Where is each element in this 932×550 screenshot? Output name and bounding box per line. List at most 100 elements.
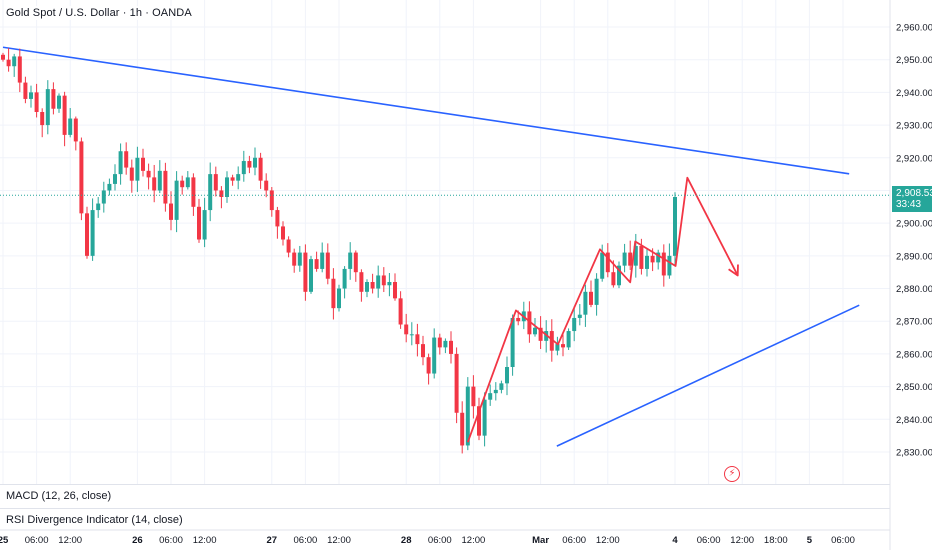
candle-down <box>62 95 67 135</box>
x-tick-label: Mar <box>532 535 549 546</box>
candle-up <box>157 170 162 191</box>
candle-down <box>415 334 420 345</box>
candle-up <box>583 291 588 315</box>
candle-down <box>163 170 168 204</box>
candle-down <box>264 180 269 191</box>
x-tick-label: 26 <box>132 535 143 546</box>
candle-up <box>337 288 341 309</box>
x-tick-label: 12:00 <box>327 535 351 546</box>
candle-up <box>488 393 493 400</box>
candle-up <box>667 255 672 276</box>
candle-up <box>505 367 509 384</box>
candle-down <box>370 282 375 289</box>
candle-down <box>17 56 22 83</box>
candle-up <box>174 180 179 220</box>
candle-down <box>129 167 134 181</box>
candle-down <box>561 344 565 348</box>
current-price-value: 2,908.535 <box>896 188 932 199</box>
candle-up <box>387 282 392 286</box>
candle-down <box>6 59 11 67</box>
candle-down <box>152 177 157 191</box>
candle-up <box>493 389 498 394</box>
candle-down <box>191 177 196 207</box>
price-axis[interactable]: 2,960.000 2,950.000 2,940.000 2,930.000 2,92… <box>889 0 932 550</box>
candle-down <box>404 324 409 335</box>
candle-down <box>275 210 280 227</box>
y-tick-label: 2,880.000 <box>896 284 932 295</box>
time-axis[interactable]: 25 06:00 12:00 26 06:00 12:00 27 06:00 12:00 28 06… <box>0 529 890 546</box>
candle-down <box>34 92 39 112</box>
candle-down <box>650 255 655 263</box>
x-tick-label: 12:00 <box>193 535 217 546</box>
candle-up <box>645 255 649 269</box>
candle-up <box>241 161 246 175</box>
current-price-badge: 2,908.535 33:43 <box>892 186 932 212</box>
candle-down <box>281 226 285 240</box>
candle-up <box>57 95 61 109</box>
y-tick-label: 2,840.000 <box>896 415 932 426</box>
candle-up <box>107 183 112 191</box>
x-tick-label: 5 <box>807 535 813 546</box>
candle-up <box>566 331 571 348</box>
candle-up <box>342 268 347 289</box>
lightning-icon[interactable]: ⚡ <box>724 466 740 482</box>
candle-down <box>124 151 129 168</box>
candle-down <box>325 252 330 279</box>
candle-down <box>85 213 89 256</box>
x-tick-label: 06:00 <box>25 535 49 546</box>
candle-down <box>331 278 336 309</box>
candle-down <box>230 177 235 181</box>
candle-down <box>314 259 319 269</box>
candle-down <box>437 337 442 348</box>
candle-up <box>29 92 33 99</box>
candle-down <box>454 353 459 413</box>
candle-up <box>409 334 414 336</box>
candle-up <box>555 344 560 351</box>
macd-indicator-label[interactable]: MACD (12, 26, close) <box>4 489 114 503</box>
candle-up <box>90 210 95 256</box>
candle-down <box>398 298 403 325</box>
candle-down <box>197 206 201 240</box>
candle-up <box>432 337 437 374</box>
candle-down <box>471 386 476 407</box>
pane-separator-macd[interactable] <box>0 484 890 485</box>
candle-down <box>426 357 431 374</box>
x-tick-label: 4 <box>672 535 678 546</box>
candle-up <box>572 317 577 332</box>
candle-up <box>68 118 73 135</box>
y-tick-label: 2,960.000 <box>896 23 932 34</box>
candle-up <box>12 56 17 67</box>
x-tick-label: 28 <box>401 535 412 546</box>
pane-separator-rsi[interactable] <box>0 508 890 509</box>
candle-up <box>533 327 537 335</box>
projection-line <box>466 176 739 443</box>
candle-down <box>449 340 453 354</box>
candle-down <box>219 190 224 197</box>
candle-up <box>185 177 190 188</box>
x-tick-label: 06:00 <box>831 535 855 546</box>
candle-up <box>482 399 487 436</box>
chart-grid <box>0 0 890 484</box>
candle-up <box>376 275 381 289</box>
y-tick-label: 2,850.000 <box>896 382 932 393</box>
candle-down <box>303 252 308 292</box>
symbol-title[interactable]: Gold Spot / U.S. Dollar · 1h · OANDA <box>4 6 194 20</box>
candle-up <box>465 386 470 446</box>
candle-down <box>589 291 593 305</box>
candle-down <box>73 118 78 142</box>
y-tick-label: 2,900.000 <box>896 219 932 230</box>
upper-trendline <box>2 46 850 175</box>
candle-up <box>594 278 599 305</box>
y-tick-label: 2,920.000 <box>896 153 932 164</box>
x-tick-label: 06:00 <box>562 535 586 546</box>
x-tick-label: 06:00 <box>294 535 318 546</box>
candle-down <box>381 275 386 286</box>
candle-down <box>180 180 185 188</box>
x-tick-label: 12:00 <box>58 535 82 546</box>
candle-up <box>600 252 605 279</box>
candle-up <box>499 383 504 390</box>
projection-arrowhead <box>728 264 739 277</box>
candle-down <box>639 246 644 269</box>
rsi-indicator-label[interactable]: RSI Divergence Indicator (14, close) <box>4 513 185 527</box>
